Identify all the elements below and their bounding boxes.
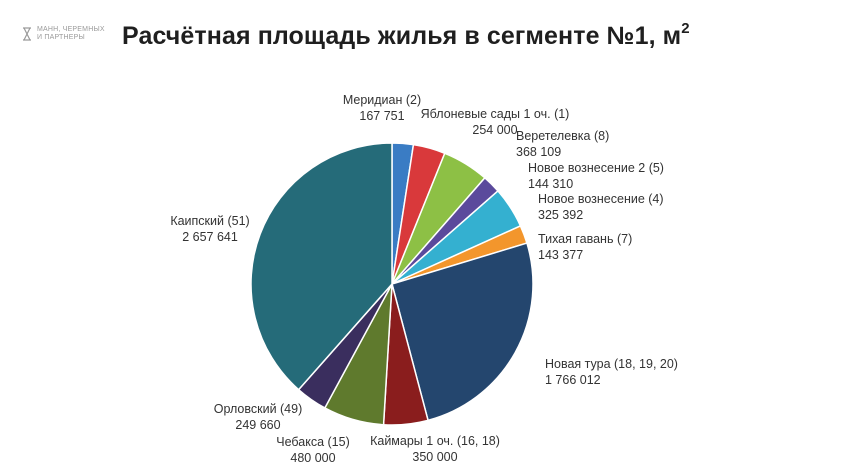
slice-label-value-11: 2 657 641 (182, 230, 238, 244)
slice-label-value-6: 143 377 (538, 248, 583, 262)
company-logo: МАНН, ЧЕРЕМНЫХ И ПАРТНЕРЫ (22, 26, 105, 42)
logo-line-2: И ПАРТНЕРЫ (37, 34, 85, 41)
pie-slices (250, 142, 534, 426)
slice-label-name-8: Каймары 1 оч. (16, 18) (370, 434, 500, 448)
chart-title: Расчётная площадь жилья в сегменте №1, м… (122, 20, 690, 51)
slice-label-name-5: Новое вознесение (4) (538, 192, 664, 206)
pie-labels: Меридиан (2) 167 751 Яблоневые сады 1 оч. … (170, 93, 678, 465)
slice-label-name-2: Яблоневые сады 1 оч. (1) (421, 107, 570, 121)
pie-slice-7 (391, 242, 534, 422)
slice-label-name-1: Меридиан (2) (343, 93, 421, 107)
slice-label-name-3: Веретелевка (8) (516, 129, 609, 143)
slice-label-value-10: 249 660 (235, 418, 280, 432)
logo-text: МАНН, ЧЕРЕМНЫХ И ПАРТНЕРЫ (37, 26, 105, 42)
slice-label-value-1: 167 751 (359, 109, 404, 123)
logo-line-1: МАНН, ЧЕРЕМНЫХ (37, 26, 105, 33)
slice-label-value-3: 368 109 (516, 145, 561, 159)
slice-label-name-10: Орловский (49) (214, 402, 303, 416)
slice-label-name-4: Новое вознесение 2 (5) (528, 161, 664, 175)
slice-label-name-9: Чебакса (15) (276, 435, 349, 449)
logo-mark-icon (22, 27, 32, 41)
slice-label-value-8: 350 000 (412, 450, 457, 464)
chart-title-superscript: 2 (681, 20, 690, 37)
chart-title-text: Расчётная площадь жилья в сегменте №1, м (122, 22, 682, 50)
slice-label-name-6: Тихая гавань (7) (538, 232, 632, 246)
slice-label-name-7: Новая тура (18, 19, 20) (545, 357, 678, 371)
slice-label-name-11: Каипский (51) (170, 214, 249, 228)
slice-label-value-2: 254 000 (472, 123, 517, 137)
slice-label-value-4: 144 310 (528, 177, 573, 191)
slice-label-value-9: 480 000 (290, 451, 335, 465)
pie-slice-11 (250, 142, 393, 391)
slice-label-value-7: 1 766 012 (545, 373, 601, 387)
slice-label-value-5: 325 392 (538, 208, 583, 222)
